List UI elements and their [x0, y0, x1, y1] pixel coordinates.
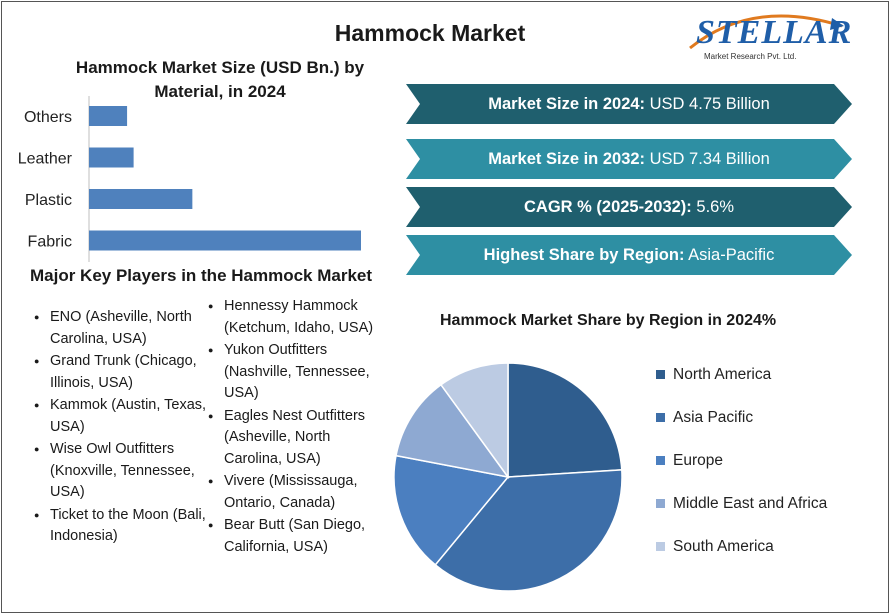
page-title: Hammock Market: [334, 20, 526, 46]
key-player-item: Ticket to the Moon (Bali, Indonesia): [32, 505, 210, 548]
key-player-item: Hennessy Hammock (Ketchum, Idaho, USA): [206, 296, 382, 339]
key-player-item: ENO (Asheville, North Carolina, USA): [32, 307, 210, 350]
pie-chart-title: Hammock Market Share by Region in 2024%: [440, 312, 777, 329]
legend-item: Asia Pacific: [656, 407, 827, 428]
banner-text: CAGR % (2025-2032): 5.6%: [406, 187, 852, 227]
key-player-item: Bear Butt (San Diego, California, USA): [206, 515, 382, 558]
category-label: Plastic: [25, 192, 72, 209]
banner-label: Market Size in 2024:: [488, 95, 646, 113]
legend-swatch: [656, 499, 665, 508]
key-player-item: Kammok (Austin, Texas, USA): [32, 395, 210, 438]
category-label: Fabric: [28, 234, 72, 251]
key-players-list-2: Hennessy Hammock (Ketchum, Idaho, USA)Yu…: [206, 296, 382, 559]
key-player-item: Grand Trunk (Chicago, Illinois, USA): [32, 351, 210, 394]
company-logo: STELLAR Market Research Pvt. Ltd.: [682, 8, 852, 68]
key-player-item: Eagles Nest Outfitters (Asheville, North…: [206, 406, 382, 471]
bar-plastic: [89, 189, 193, 209]
banner-arrow-shape: [406, 139, 852, 179]
legend-swatch: [656, 542, 665, 551]
legend-swatch: [656, 370, 665, 379]
legend-swatch: [656, 456, 665, 465]
logo-swoosh-icon: [689, 14, 844, 50]
pie-slice-europe: [393, 454, 510, 566]
banner-value: Asia-Pacific: [688, 246, 775, 264]
key-player-item: Yukon Outfitters (Nashville, Tennessee, …: [206, 340, 382, 405]
banner-arrow-shape: [406, 187, 852, 227]
legend-label: Middle East and Africa: [673, 494, 828, 512]
key-player-item: Wise Owl Outfitters (Knoxville, Tennesse…: [32, 439, 210, 504]
banner-arrow-shape: [406, 235, 852, 275]
legend-label: North America: [673, 365, 772, 383]
pie-slice-south-america: [439, 362, 509, 480]
banner-market-size-2024: Market Size in 2024: USD 4.75 Billion: [406, 84, 852, 124]
legend-item: South America: [656, 536, 827, 557]
legend-label: Europe: [673, 451, 723, 469]
bar-others: [89, 106, 128, 126]
legend-item: Middle East and Africa: [656, 493, 827, 514]
banner-value: USD 4.75 Billion: [649, 95, 770, 113]
banner-value: USD 7.34 Billion: [649, 150, 770, 168]
key-players-list-1: ENO (Asheville, North Carolina, USA)Gran…: [32, 307, 210, 549]
banner-text: Market Size in 2032: USD 7.34 Billion: [406, 139, 852, 179]
category-label: Others: [24, 109, 72, 126]
legend-swatch: [656, 413, 665, 422]
pie-slice-north-america: [507, 362, 623, 478]
banner-text: Highest Share by Region: Asia-Pacific: [406, 235, 852, 275]
key-players-title: Major Key Players in the Hammock Market: [30, 266, 373, 285]
logo-text: STELLAR: [696, 14, 853, 51]
bar-leather: [89, 147, 134, 168]
banner-label: Highest Share by Region:: [483, 246, 685, 264]
logo-subtitle: Market Research Pvt. Ltd.: [704, 52, 797, 61]
banner-highest-region: Highest Share by Region: Asia-Pacific: [406, 235, 852, 275]
material-bar-chart: Others Leather Plastic Fabric: [18, 96, 361, 262]
pie-slice-asia-pacific: [434, 469, 623, 592]
legend-label: South America: [673, 537, 774, 555]
banner-label: Market Size in 2032:: [488, 150, 646, 168]
pie-slice-middle-east-and-africa: [395, 383, 510, 479]
category-label: Leather: [18, 151, 73, 168]
banner-arrow-shape: [406, 84, 852, 124]
key-player-item: Vivere (Mississauga, Ontario, Canada): [206, 471, 382, 514]
banner-market-size-2032: Market Size in 2032: USD 7.34 Billion: [406, 139, 852, 179]
banner-label: CAGR % (2025-2032):: [523, 198, 692, 216]
bar-fabric: [89, 230, 361, 251]
legend-item: North America: [656, 364, 827, 385]
banner-text: Market Size in 2024: USD 4.75 Billion: [406, 84, 852, 124]
legend-label: Asia Pacific: [673, 408, 754, 426]
banner-value: 5.6%: [696, 198, 734, 216]
bar-chart-title: Hammock Market Size (USD Bn.) by Materia…: [75, 58, 365, 101]
region-pie-chart: [393, 362, 623, 592]
pie-legend: North America Asia Pacific Europe Middle Ea…: [656, 364, 827, 579]
legend-item: Europe: [656, 450, 827, 471]
banner-cagr: CAGR % (2025-2032): 5.6%: [406, 187, 852, 227]
